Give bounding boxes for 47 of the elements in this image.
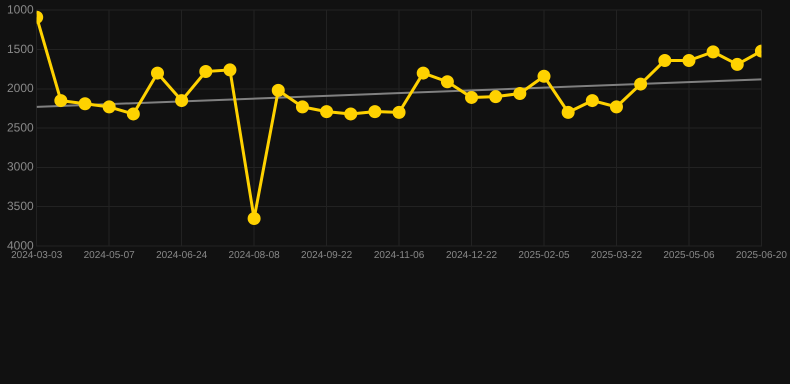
point <box>296 100 309 114</box>
point <box>223 63 236 76</box>
point <box>54 94 68 108</box>
point <box>489 90 502 104</box>
point <box>706 45 720 58</box>
x-tick-label: 2025-03-22 <box>590 250 642 261</box>
point <box>78 97 92 110</box>
point <box>610 100 623 114</box>
y-tick-label: 3000 <box>6 160 34 174</box>
point <box>102 100 116 114</box>
x-tick-label: 2025-02-05 <box>518 250 570 261</box>
x-tick-label: 2024-08-08 <box>228 250 280 261</box>
x-tick-label: 2024-03-03 <box>11 250 63 261</box>
x-tick-label: 2024-12-22 <box>446 250 498 261</box>
point <box>272 84 285 97</box>
point <box>513 87 526 100</box>
point <box>634 78 648 91</box>
point <box>150 66 164 80</box>
point <box>658 54 672 68</box>
point <box>586 94 599 108</box>
x-tick-label: 2024-09-22 <box>301 250 353 261</box>
point <box>392 106 406 119</box>
y-tick-label: 2500 <box>6 120 34 134</box>
point <box>368 105 382 118</box>
point <box>440 75 454 88</box>
point <box>344 107 358 120</box>
point <box>126 107 140 120</box>
x-tick-label: 2024-06-24 <box>156 250 208 261</box>
x-tick-label: 2024-05-07 <box>84 250 136 261</box>
y-tick-label: 1500 <box>6 42 34 56</box>
y-tick-label: 2000 <box>6 81 34 96</box>
point <box>248 212 261 225</box>
y-tick-label: 1000 <box>6 2 34 17</box>
x-tick-label: 2025-06-20 <box>736 250 788 261</box>
point <box>730 58 744 71</box>
x-tick-label: 2024-11-06 <box>374 250 425 261</box>
point <box>538 70 551 83</box>
y-tick-label: 4000 <box>6 238 34 252</box>
point <box>562 106 575 119</box>
point <box>465 90 478 104</box>
point <box>199 65 212 78</box>
x-tick-label: 2025-05-06 <box>663 250 715 261</box>
point <box>175 94 188 108</box>
point <box>682 54 696 68</box>
point <box>416 66 430 80</box>
point <box>320 105 334 118</box>
y-tick-label: 3500 <box>6 199 34 214</box>
